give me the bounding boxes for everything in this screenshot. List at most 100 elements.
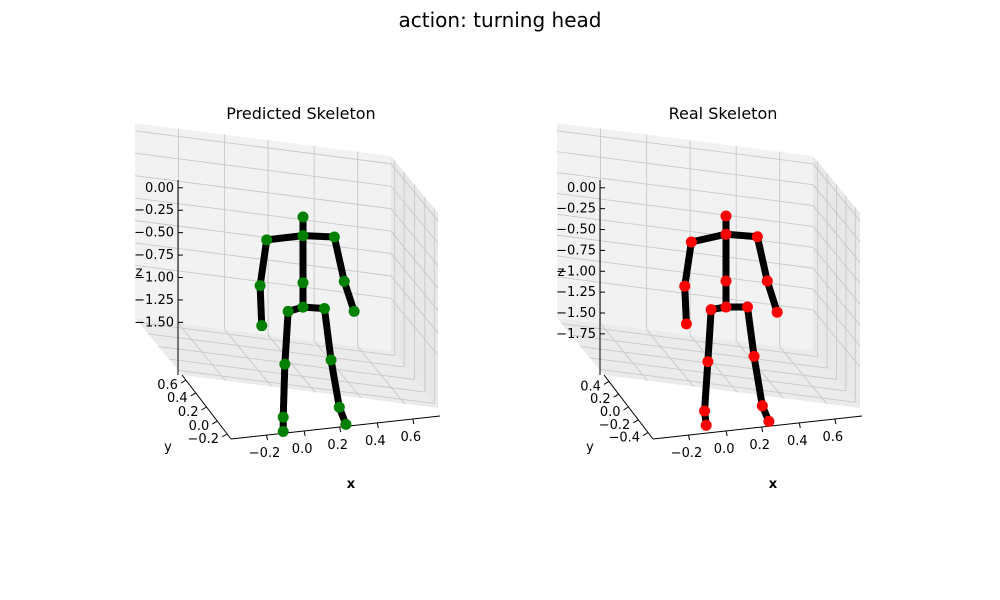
x-tick-label: 0.2	[327, 438, 348, 453]
bone-right_knee-right_ankle	[327, 356, 343, 411]
z-tick-label: −1.25	[134, 293, 174, 308]
x-tick-label: −0.2	[671, 446, 703, 461]
joint-right-ankle	[333, 401, 345, 413]
x-tick-mark	[761, 426, 764, 433]
subplot-predicted-skeleton: Predicted Skeleton −0.2 0.0 0.2 0.4 0.60.60.…	[134, 104, 441, 492]
joint-spine	[720, 275, 732, 287]
skeleton-joints	[254, 211, 360, 437]
joint-left-elbow	[254, 280, 266, 292]
y-tick-mark	[642, 432, 649, 437]
grid-line-y-floor	[561, 323, 818, 358]
z-tick-label: −1.00	[134, 271, 174, 286]
z-tick-label: −0.75	[134, 248, 174, 263]
x-tick-mark	[688, 434, 691, 441]
z-tick-label: 0.00	[567, 181, 596, 196]
grid-line-y-floor	[599, 368, 856, 403]
joint-right-shoulder	[328, 231, 340, 243]
x-axis-label: x	[769, 477, 778, 492]
joint-head	[297, 211, 309, 223]
joint-left-hip	[705, 304, 717, 316]
grid-line-y-floor	[589, 357, 846, 392]
x-tick-mark	[266, 434, 269, 441]
joint-neck	[297, 230, 309, 242]
back-pane	[557, 123, 813, 351]
z-axis-label: z	[558, 265, 565, 280]
grid-line-z-back	[134, 130, 392, 165]
joint-left-foot	[700, 419, 712, 431]
subplot-title: Real Skeleton	[669, 104, 778, 123]
joint-right-foot	[340, 418, 352, 430]
y-tick-label: −0.2	[599, 418, 631, 433]
x-tick-label: 0.4	[365, 434, 386, 449]
bone-left_shoulder-left_elbow	[681, 238, 695, 290]
x-axis-label: x	[347, 477, 356, 492]
bone-left_knee-left_ankle	[701, 358, 712, 415]
z-tick-label: −0.50	[134, 226, 174, 241]
z-tick-label: −0.25	[556, 202, 596, 217]
joint-spine	[297, 277, 309, 289]
grid-line-z-back	[134, 152, 392, 187]
y-tick-mark	[212, 420, 218, 425]
y-tick-label: 0.4	[167, 391, 188, 406]
joint-left-ankle	[277, 411, 289, 423]
x-tick-mark	[725, 430, 728, 437]
tick-labels: −0.2 0.0 0.2 0.4 0.60.60.40.20.0−0.20.00−0.2…	[134, 181, 421, 461]
joint-left-foot	[277, 426, 289, 437]
joint-right-foot	[763, 415, 775, 427]
joint-left-hand	[256, 320, 268, 332]
y-tick-mark	[613, 393, 619, 398]
joint-left-shoulder	[685, 236, 697, 248]
joint-neck	[720, 228, 732, 240]
grid-line-y-floor	[148, 333, 405, 368]
bone-left_elbow-left_hand	[681, 282, 690, 328]
bone-right_shoulder-right_elbow	[330, 233, 348, 285]
x-axis-line	[652, 415, 863, 440]
bone-right_hip-right_knee	[743, 303, 758, 360]
x-axis-line	[230, 415, 441, 440]
x-tick-label: 0.6	[822, 430, 843, 445]
z-tick-label: −1.25	[556, 285, 596, 300]
joint-right-elbow	[761, 275, 773, 287]
skeleton-joints	[679, 210, 783, 431]
grid-line-z-back	[556, 130, 814, 165]
joint-left-elbow	[679, 280, 691, 292]
z-tick-label: −0.50	[556, 223, 596, 238]
subplot-real-skeleton: Real Skeleton −0.2 0.0 0.2 0.4 0.60.40.20.0−…	[556, 104, 863, 492]
x-tick-mark	[834, 418, 837, 425]
y-tick-label: 0.2	[178, 405, 199, 420]
y-axis-label: y	[586, 440, 594, 455]
joint-right-ankle	[756, 400, 768, 412]
grid-line-y-floor	[168, 358, 425, 393]
joint-right-shoulder	[751, 231, 763, 243]
y-tick-mark	[201, 406, 207, 411]
bone-left_hip-left_knee	[704, 306, 715, 366]
joint-left-knee	[279, 358, 291, 370]
joint-hip-center	[720, 301, 732, 313]
joint-left-knee	[702, 356, 714, 368]
joint-right-elbow	[338, 275, 350, 287]
bone-right_shoulder-right_elbow	[753, 233, 771, 285]
z-tick-label: −1.00	[556, 264, 596, 279]
bone-neck-left_shoulder	[263, 232, 307, 244]
x-tick-label: 0.0	[714, 442, 735, 457]
z-tick-label: −0.25	[134, 203, 174, 218]
joint-right-hip	[318, 303, 330, 315]
x-tick-mark	[339, 426, 342, 433]
x-tick-label: −0.2	[249, 446, 281, 461]
y-tick-label: 0.2	[590, 392, 611, 407]
y-axis-label: y	[164, 440, 172, 455]
joint-head	[720, 210, 732, 222]
x-tick-label: 0.6	[400, 430, 421, 445]
bone-neck-left_shoulder	[687, 230, 730, 246]
y-tick-mark	[190, 392, 196, 397]
joint-left-hand	[680, 318, 692, 330]
y-tick-label: 0.4	[580, 379, 601, 394]
subplot-title: Predicted Skeleton	[226, 104, 375, 123]
y-tick-label: −0.4	[609, 431, 641, 446]
y-tick-mark	[180, 379, 187, 384]
bone-left_shoulder-left_elbow	[256, 236, 271, 290]
grid-line-z-back	[556, 151, 814, 186]
x-tick-mark	[412, 418, 415, 425]
z-tick-label: −0.75	[556, 243, 596, 258]
